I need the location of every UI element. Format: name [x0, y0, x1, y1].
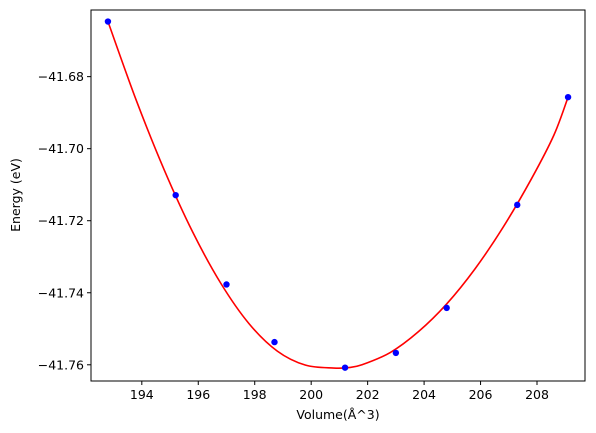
data-point [392, 349, 400, 357]
data-point [514, 201, 521, 209]
x-tick-label: 194 [130, 387, 154, 402]
y-axis-label: Energy (eV) [8, 158, 23, 232]
x-tick-label: 198 [243, 387, 267, 402]
data-points-layer [104, 18, 572, 371]
plot-frame [90, 9, 586, 382]
x-tick-label: 204 [412, 387, 436, 402]
data-point [223, 281, 230, 288]
y-tick-label: −41.70 [38, 141, 84, 156]
data-point [443, 304, 450, 312]
x-tick-label: 202 [356, 387, 380, 402]
x-tick-label: 208 [525, 387, 549, 402]
x-axis-ticks: 194 196 198 200 202 204 206 208 [130, 381, 549, 402]
y-axis-ticks: −41.68 −41.70 −41.72 −41.74 −41.76 [38, 69, 91, 372]
y-tick-label: −41.76 [38, 357, 84, 372]
data-point [271, 338, 278, 346]
x-axis-label: Volume(Å^3) [296, 407, 379, 422]
y-tick-label: −41.72 [38, 213, 84, 228]
y-tick-label: −41.68 [38, 69, 84, 84]
x-tick-label: 206 [469, 387, 493, 402]
y-tick-label: −41.74 [38, 285, 84, 300]
x-tick-label: 200 [299, 387, 323, 402]
data-point [341, 364, 349, 371]
x-tick-label: 196 [186, 387, 210, 402]
data-point [564, 93, 572, 101]
data-point [104, 18, 112, 25]
data-point [172, 191, 179, 199]
